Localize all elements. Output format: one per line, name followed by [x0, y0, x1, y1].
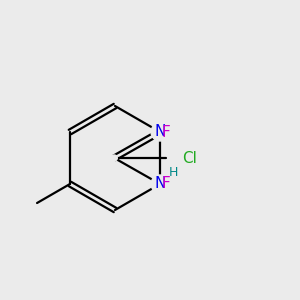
- Text: F: F: [162, 125, 171, 140]
- Text: H: H: [169, 166, 178, 178]
- Circle shape: [111, 155, 117, 161]
- Text: N: N: [154, 176, 166, 191]
- Text: N: N: [154, 124, 166, 140]
- Text: F: F: [162, 176, 171, 191]
- Circle shape: [151, 123, 169, 141]
- Circle shape: [151, 175, 169, 193]
- Text: Cl: Cl: [182, 151, 197, 166]
